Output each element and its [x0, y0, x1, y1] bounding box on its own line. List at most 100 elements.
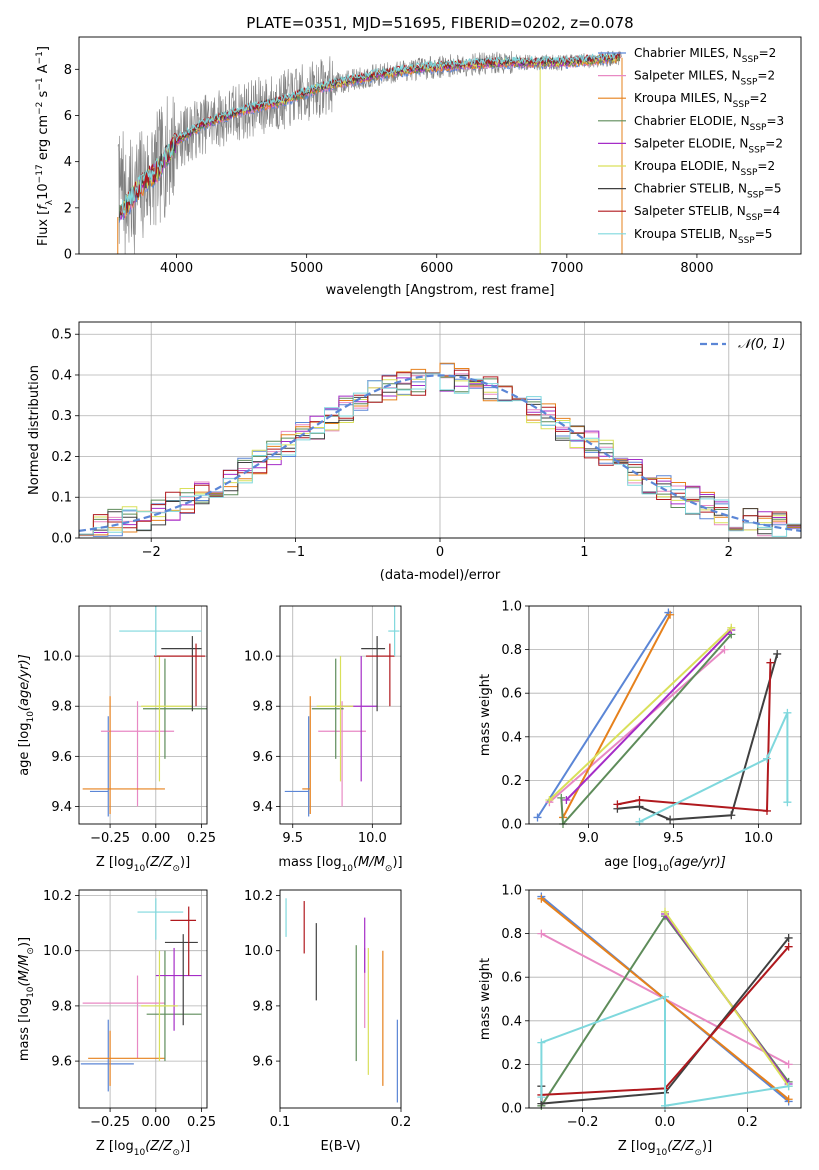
axes-frame: [78, 36, 802, 255]
mass-weight-marker: [537, 929, 546, 938]
x-tick-label: −2: [142, 545, 161, 560]
y-tick-label: 9.8: [252, 999, 273, 1014]
mass-weight-marker: [784, 1095, 793, 1104]
mass-weight-line: [548, 627, 732, 801]
y-tick-label: 9.8: [252, 700, 273, 715]
y-tick-label: 9.6: [252, 750, 273, 765]
y-tick-label: 9.6: [51, 1055, 72, 1070]
mass-weight-marker: [537, 894, 546, 903]
axes-frame: [78, 889, 208, 1109]
mass-weight-line: [540, 995, 789, 1107]
x-axis-label: age [log10(age/yr)]: [604, 855, 726, 874]
residual-histogram: [79, 373, 801, 537]
y-tick-label: 10.2: [43, 889, 72, 904]
y-axis-label: mass [log10(M/M⊙)]: [17, 937, 36, 1061]
x-axis-label: (data-model)/error: [380, 568, 501, 583]
mass-weight-marker: [773, 649, 782, 658]
y-axis-label: mass weight: [478, 674, 493, 756]
legend-entry-label: Kroupa MILES, NSSP=2: [634, 91, 767, 110]
y-tick-label: 9.6: [252, 1055, 273, 1070]
y-tick-label: 10.0: [43, 944, 72, 959]
x-tick-label: 0: [436, 545, 444, 560]
mass-weight-marker: [727, 623, 736, 632]
legend-entry-label: Salpeter ELODIE, NSSP=2: [634, 136, 783, 155]
y-tick-label: 0.6: [501, 971, 522, 986]
x-tick-label: 6000: [420, 261, 453, 276]
legend-entry-label: Chabrier ELODIE, NSSP=3: [634, 114, 784, 133]
age-vs-mass-panel: 9.5 10.0 9.4 9.6 9.8 10.0 mass [log10(M/M⊙)]: [244, 605, 403, 874]
mass-weight-marker: [661, 1101, 669, 1110]
mass-weight-marker: [635, 796, 644, 805]
mass-weight-line: [617, 662, 772, 812]
legend-entry-label: Kroupa STELIB, NSSP=5: [634, 227, 772, 246]
mass-weight-marker: [545, 796, 554, 805]
mass-weight-marker: [783, 798, 792, 807]
y-tick-label: 10.0: [244, 650, 273, 665]
y-tick-label: 0.4: [501, 1014, 522, 1029]
mass-weight-marker: [783, 708, 792, 717]
y-tick-label: 0.0: [501, 818, 522, 833]
x-tick-label: 0.2: [391, 1115, 412, 1130]
axes-frame: [528, 605, 802, 825]
y-tick-label: 1.0: [501, 884, 522, 899]
y-tick-label: 4: [64, 155, 72, 170]
mass-weight-marker: [666, 815, 675, 824]
x-tick-label: 2: [725, 545, 733, 560]
mass-weight-marker: [661, 992, 669, 1001]
x-tick-label: −0.2: [567, 1115, 599, 1130]
mass-weight-line: [664, 911, 790, 1087]
y-tick-label: 0.2: [501, 1058, 522, 1073]
y-tick-label: 9.4: [252, 800, 273, 815]
mass-vs-metallicity-panel: −0.25 0.00 0.25 9.6 9.8 10.0 10.2 Z [log10(Z/Z⊙…: [17, 889, 216, 1158]
x-tick-label: 9.5: [282, 831, 303, 846]
y-tick-label: 0: [64, 248, 72, 263]
legend-entry-label: Chabrier STELIB, NSSP=5: [634, 182, 782, 201]
mass-vs-ebv-panel: 0.1 0.2 9.6 9.8 10.0 10.2 E(B-V): [244, 889, 411, 1154]
mass-weight-marker: [533, 813, 542, 822]
y-tick-label: 0.8: [501, 927, 522, 942]
y-tick-label: 9.8: [51, 700, 72, 715]
x-tick-label: 0.25: [187, 831, 216, 846]
age-vs-metallicity-panel: −0.25 0.00 0.25 9.4 9.6 9.8 10.0 Z [log10(Z/Z⊙)…: [17, 605, 216, 874]
y-tick-label: 0.4: [51, 368, 72, 383]
mass-weight-marker: [537, 1038, 546, 1047]
x-tick-label: 0.25: [187, 1115, 216, 1130]
model-spectrum-line: [118, 57, 617, 223]
mass-weight-marker: [666, 610, 675, 619]
x-axis-label: mass [log10(M/M⊙)]: [278, 855, 402, 874]
x-tick-label: 10.0: [358, 831, 387, 846]
spectrum-panel: 4000 5000 6000 7000 8000 0 2 4 6 8 wavelength [Ang…: [35, 36, 802, 298]
y-tick-label: 10.0: [43, 650, 72, 665]
legend-entry-label: Salpeter MILES, NSSP=2: [634, 69, 775, 88]
mass-weight-line: [560, 633, 733, 824]
legend-entry-label: Kroupa ELODIE, NSSP=2: [634, 159, 775, 178]
x-tick-label: 7000: [550, 261, 583, 276]
y-tick-label: 0.0: [501, 1102, 522, 1117]
y-tick-label: 0.2: [51, 450, 72, 465]
mass-weight-marker: [720, 645, 729, 654]
axes-frame: [78, 605, 208, 825]
x-axis-label: Z [log10(Z/Z⊙)]: [96, 855, 190, 874]
x-tick-label: 8000: [680, 261, 713, 276]
model-spectrum-line: [120, 53, 617, 220]
axes-frame: [528, 889, 802, 1109]
y-tick-label: 0.5: [51, 328, 72, 343]
x-tick-label: −1: [286, 545, 305, 560]
y-tick-label: 0.4: [501, 730, 522, 745]
mass-weight-marker: [766, 658, 775, 667]
y-axis-label: Normed distribution: [27, 365, 42, 495]
y-axis-label: age [log10(age/yr)]: [17, 654, 36, 776]
y-tick-label: 0.0: [51, 532, 72, 547]
y-tick-label: 10.0: [244, 944, 273, 959]
mass-weight-marker: [784, 1060, 793, 1069]
x-tick-label: 0.00: [141, 831, 170, 846]
y-tick-label: 0.8: [501, 643, 522, 658]
model-spectrum-line: [121, 52, 617, 215]
y-tick-label: 9.4: [51, 800, 72, 815]
mass-weight-marker: [613, 800, 622, 809]
y-tick-label: 9.8: [51, 999, 72, 1014]
x-tick-label: 4000: [160, 261, 193, 276]
y-tick-label: 0.2: [501, 774, 522, 789]
x-tick-label: 0.1: [270, 1115, 291, 1130]
mass-weight-marker: [784, 1082, 793, 1091]
